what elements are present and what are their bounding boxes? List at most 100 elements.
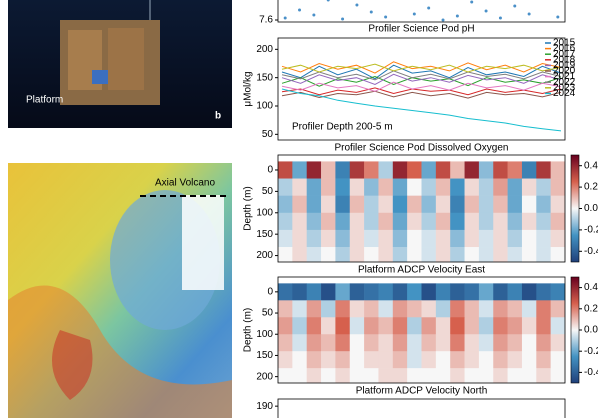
heat-cell	[493, 247, 508, 262]
heat-cell	[378, 334, 394, 352]
heat-cell	[378, 247, 394, 262]
heat-cell	[392, 283, 408, 301]
heat-cell	[536, 283, 551, 301]
heat-cell	[364, 283, 379, 301]
heat-cell	[364, 317, 379, 335]
plot-area	[278, 161, 565, 262]
heat-cell	[435, 195, 451, 214]
heat-cell	[507, 247, 523, 262]
plot-area	[281, 61, 562, 132]
heat-cell	[464, 317, 480, 335]
heat-cell	[521, 368, 537, 383]
platform-label-plate	[92, 70, 108, 84]
heat-cell	[306, 368, 322, 383]
heat-cell	[349, 368, 365, 383]
heat-cell	[335, 334, 351, 352]
heat-cell	[392, 178, 408, 196]
legend-label: 2017	[553, 49, 576, 60]
heat-cell	[507, 317, 523, 335]
map-title: Axial Volcano	[155, 178, 215, 189]
heat-cell	[364, 247, 379, 262]
series-line	[281, 90, 562, 99]
colorbar-tick-label: 0.0	[584, 325, 598, 336]
heat-cell	[306, 334, 322, 352]
heat-cell	[278, 229, 293, 248]
heat-cell	[521, 317, 537, 335]
y-tick-label: 100	[256, 329, 273, 340]
heat-cell	[536, 212, 551, 231]
heat-cell	[392, 334, 408, 352]
heat-cell	[493, 300, 508, 318]
heat-cell	[507, 351, 523, 369]
heat-cell	[335, 300, 351, 318]
chart-panel: 2015201620172018201920202021202220232024…	[243, 37, 576, 154]
heat-cell	[536, 178, 551, 196]
heat-cell	[435, 229, 451, 248]
heat-cell	[292, 161, 307, 179]
heat-cell	[435, 351, 451, 369]
heat-cell	[278, 317, 293, 335]
heat-cell	[321, 317, 336, 335]
heat-cell	[478, 161, 494, 179]
heat-cell	[335, 161, 351, 179]
heat-cell	[536, 351, 551, 369]
heat-cell	[493, 283, 508, 301]
heat-cell	[306, 351, 322, 369]
heat-cell	[364, 368, 379, 383]
point	[498, 16, 502, 20]
heat-cell	[507, 195, 523, 214]
heat-cell	[364, 178, 379, 196]
colorbar-tick-label: -0.2	[584, 225, 598, 236]
heat-cell	[349, 229, 365, 248]
heat-cell	[392, 351, 408, 369]
heat-cell	[450, 212, 465, 231]
plot-frame	[277, 398, 566, 418]
colorbar-tick-label: 0.4	[584, 282, 598, 293]
heat-cell	[392, 368, 408, 383]
heat-cell	[507, 212, 523, 231]
heat-cell	[349, 212, 365, 231]
heat-cell	[278, 334, 293, 352]
heat-cell	[392, 300, 408, 318]
colorbar-tick-label: -0.2	[584, 346, 598, 357]
heat-cell	[435, 247, 451, 262]
heat-cell	[450, 178, 465, 196]
heat-cell	[536, 317, 551, 335]
heat-cell	[392, 247, 408, 262]
heat-cell	[521, 334, 537, 352]
point	[427, 6, 431, 10]
heat-cell	[321, 161, 336, 179]
platform-box	[108, 28, 144, 90]
heat-cell	[507, 368, 523, 383]
heat-cell	[550, 247, 565, 262]
point	[341, 17, 345, 21]
heat-cell	[521, 229, 537, 248]
heat-cell	[364, 212, 379, 231]
heat-cell	[536, 195, 551, 214]
heat-cell	[507, 300, 523, 318]
heat-cell	[292, 229, 307, 248]
heat-cell	[450, 351, 465, 369]
heat-cell	[478, 229, 494, 248]
heat-cell	[450, 195, 465, 214]
heat-cell	[464, 368, 480, 383]
heat-cell	[435, 161, 451, 179]
chart-title: Platform ADCP Velocity North	[356, 386, 488, 397]
heat-cell	[550, 161, 565, 179]
heat-cell	[378, 317, 394, 335]
heat-cell	[364, 334, 379, 352]
heat-cell	[335, 212, 351, 231]
heat-cell	[378, 195, 394, 214]
heat-cell	[464, 195, 480, 214]
heat-cell	[306, 178, 322, 196]
heat-cell	[321, 212, 336, 231]
heat-cell	[478, 368, 494, 383]
heat-cell	[493, 317, 508, 335]
heat-cell	[378, 178, 394, 196]
y-axis-label: Depth (m)	[243, 186, 254, 230]
heat-cell	[292, 212, 307, 231]
heat-cell	[321, 229, 336, 248]
heat-cell	[321, 283, 336, 301]
heat-cell	[421, 212, 437, 231]
